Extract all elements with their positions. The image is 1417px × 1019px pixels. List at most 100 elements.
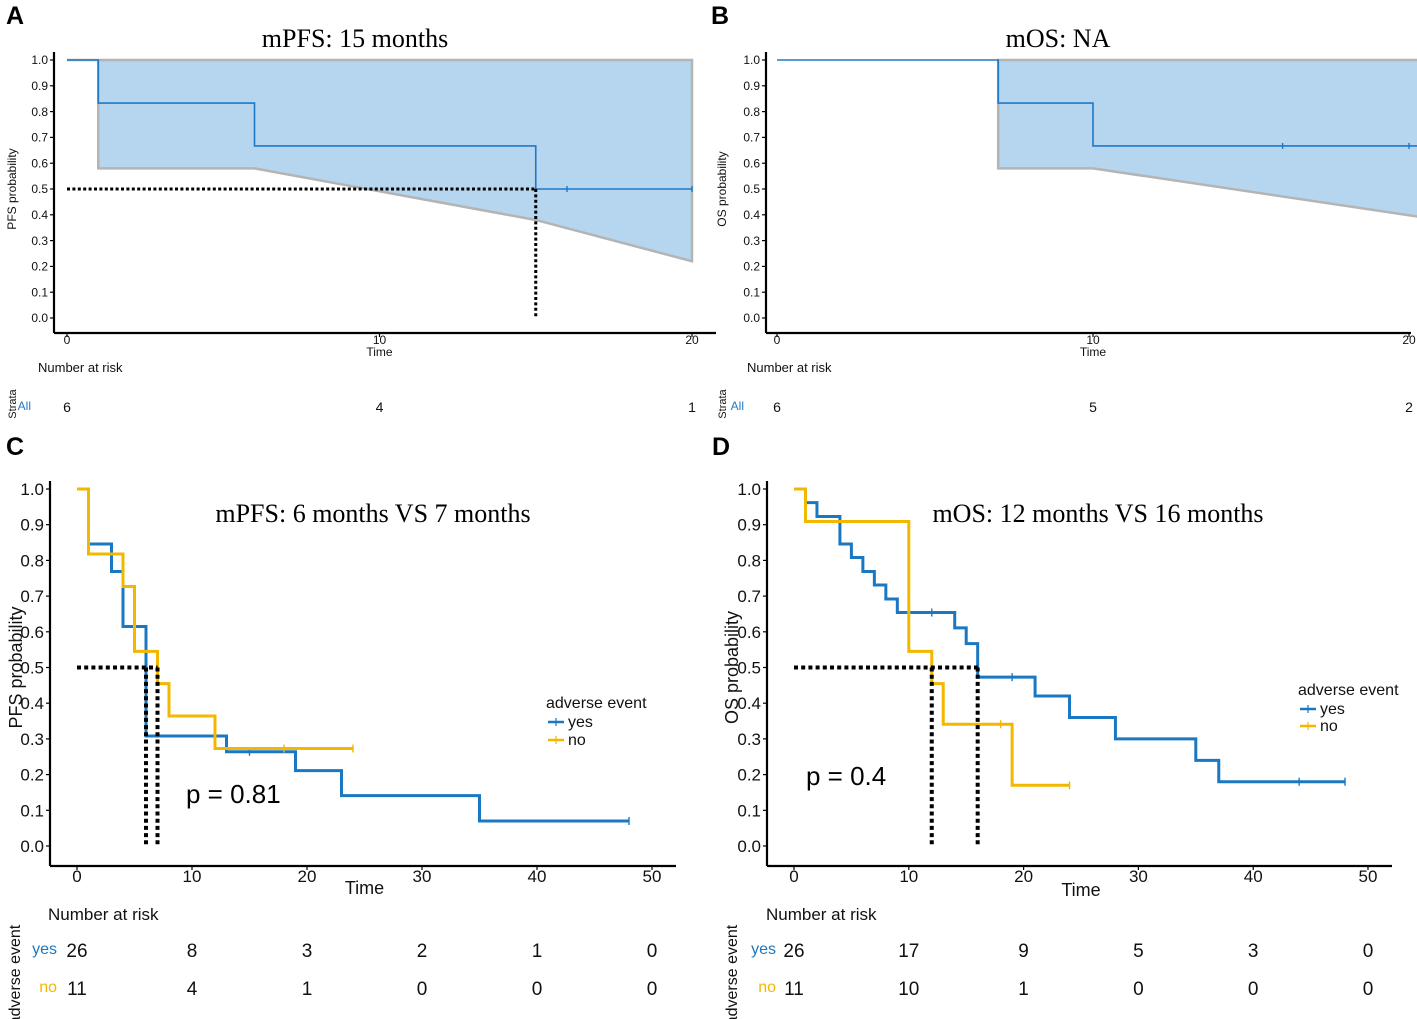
y-tick-label: 0.9 (743, 79, 760, 93)
p-value: p = 0.4 (806, 761, 886, 791)
y-tick-label: 0.6 (743, 156, 760, 170)
chart-title: mOS: NA (1006, 24, 1111, 53)
panel-c: C0.00.10.20.30.40.50.60.70.80.91.00 10 20 3… (6, 433, 676, 1019)
panel-a: A 0.0 0.1 0.2 0.3 0.4 0.5 0.6 0.7 0.8 0.9 1.0 0 10 20 T… (5, 2, 716, 419)
x-tick-label: 50 (643, 867, 662, 886)
y-tick-label: 0.3 (31, 234, 48, 248)
y-tick-label: 0.0 (737, 837, 761, 856)
risk-count: 0 (1248, 979, 1259, 1000)
panel-label: B (711, 2, 729, 30)
risk-count: 1 (302, 979, 313, 1000)
y-tick-label: 0.9 (31, 79, 48, 93)
y-tick-label: 0.7 (743, 131, 760, 145)
x-tick-label: 20 (1402, 333, 1416, 347)
x-axis-label: Time (345, 878, 384, 898)
y-tick-label: 0.4 (20, 694, 44, 713)
y-axis-label: OS probability (715, 151, 729, 226)
y-tick-label: 0.1 (31, 285, 48, 299)
y-tick-label: 0.5 (31, 182, 48, 196)
risk-count: 2 (417, 941, 428, 962)
legend-title: adverse event (1298, 682, 1399, 699)
risk-count: 11 (784, 979, 804, 1000)
legend-label-yes: yes (1320, 701, 1345, 718)
y-tick-label: 0.8 (743, 105, 760, 119)
y-tick-label: 0.1 (20, 801, 44, 820)
risk-count: 10 (898, 979, 919, 1000)
x-tick-label: 10 (1086, 333, 1100, 347)
y-tick-label: 0.4 (737, 694, 761, 713)
y-tick-label: 0.5 (743, 182, 760, 196)
risk-count: 0 (417, 979, 428, 1000)
chart-title: mPFS: 15 months (262, 24, 448, 53)
risk-row-name-no: no (758, 979, 776, 996)
risk-table-strata-label: adverse event (724, 924, 741, 1019)
y-tick-label: 0.7 (20, 587, 44, 606)
p-value: p = 0.81 (186, 779, 281, 809)
risk-row-name-yes: yes (32, 941, 57, 958)
panel-label: C (6, 433, 24, 461)
risk-table-title: Number at risk (38, 360, 123, 375)
x-tick-label: 30 (1129, 867, 1148, 886)
panel-d: D0.00.10.20.30.40.50.60.70.80.91.00 10 20 3… (712, 433, 1399, 1019)
km-curve-no (77, 487, 353, 751)
x-tick-label: 0 (774, 333, 781, 347)
x-tick-label: 0 (64, 333, 71, 347)
panel-label: D (712, 433, 730, 461)
risk-count: 5 (1133, 941, 1144, 962)
y-tick-label: 1.0 (31, 53, 48, 67)
y-tick-label: 0.3 (743, 234, 760, 248)
risk-count: 8 (187, 941, 198, 962)
x-axis-label: Time (1061, 880, 1100, 900)
km-curve-yes (77, 487, 629, 823)
legend-title: adverse event (546, 695, 647, 712)
x-tick-label: 50 (1359, 867, 1378, 886)
x-tick-label: 10 (373, 333, 387, 347)
risk-count: 0 (532, 979, 543, 1000)
risk-row-name-all: All (18, 399, 31, 413)
risk-count: 1 (688, 399, 696, 415)
x-tick-label: 0 (72, 867, 81, 886)
x-tick-label: 40 (528, 867, 547, 886)
x-tick-label: 30 (413, 867, 432, 886)
y-tick-label: 0.2 (743, 260, 760, 274)
risk-count: 11 (67, 979, 87, 1000)
risk-row-name-all: All (731, 399, 744, 413)
risk-count: 3 (302, 941, 313, 962)
risk-table-strata-label: adverse event (7, 924, 24, 1019)
risk-count: 5 (1089, 399, 1097, 415)
legend-label-yes: yes (568, 714, 593, 731)
y-tick-label: 0.5 (20, 658, 44, 677)
y-tick-label: 1.0 (20, 480, 44, 499)
x-tick-label: 10 (899, 867, 918, 886)
km-curve-all (67, 59, 692, 190)
x-tick-label: 20 (1014, 867, 1033, 886)
legend-label-no: no (568, 732, 586, 749)
panel-label: A (6, 2, 24, 30)
y-tick-label: 0.6 (20, 623, 44, 642)
y-axis-label: PFS probability (6, 606, 26, 728)
y-tick-label: 0.0 (31, 311, 48, 325)
risk-count: 0 (1363, 941, 1374, 962)
y-tick-label: 0.2 (31, 260, 48, 274)
y-tick-label: 0.3 (20, 730, 44, 749)
x-tick-label: 0 (789, 867, 798, 886)
risk-row-name-no: no (39, 979, 57, 996)
risk-count: 3 (1248, 941, 1259, 962)
y-tick-label: 0.6 (31, 156, 48, 170)
risk-count: 26 (66, 941, 87, 962)
y-tick-label: 0.8 (31, 105, 48, 119)
chart-title: mPFS: 6 months VS 7 months (215, 499, 530, 528)
risk-row-name-yes: yes (751, 941, 776, 958)
y-tick-label: 0.0 (20, 837, 44, 856)
y-tick-label: 0.7 (31, 131, 48, 145)
x-tick-label: 20 (298, 867, 317, 886)
risk-count: 2 (1405, 399, 1413, 415)
risk-count: 4 (187, 979, 198, 1000)
risk-count: 1 (532, 941, 543, 962)
risk-table-title: Number at risk (766, 905, 877, 924)
km-curve-yes (794, 487, 1346, 784)
y-tick-label: 0.1 (743, 285, 760, 299)
risk-count: 0 (1363, 979, 1374, 1000)
confidence-band (996, 58, 1417, 218)
